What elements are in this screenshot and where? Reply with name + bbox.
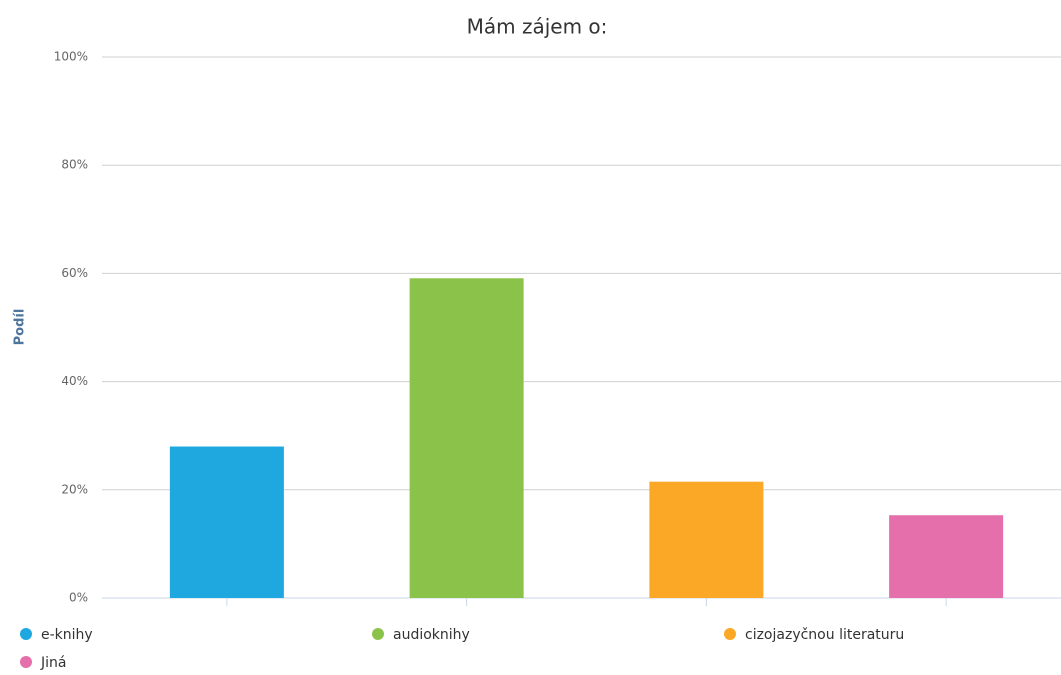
- y-tick-label: 40%: [61, 374, 88, 388]
- legend-label: Jiná: [40, 655, 66, 671]
- y-tick-label: 60%: [61, 266, 88, 280]
- legend-label: audioknihy: [393, 627, 470, 643]
- legend-marker: [20, 628, 32, 640]
- legend-label: cizojazyčnou literaturu: [745, 627, 904, 643]
- chart-title: Mám zájem o:: [467, 15, 608, 39]
- bar: [169, 446, 284, 598]
- y-tick-label: 100%: [54, 50, 88, 64]
- legend-marker: [372, 628, 384, 640]
- bar: [649, 481, 764, 598]
- legend-marker: [724, 628, 736, 640]
- legend-label: e-knihy: [41, 627, 93, 643]
- bar: [409, 278, 524, 598]
- bar: [889, 515, 1004, 598]
- y-axis-title: Podíl: [13, 309, 28, 346]
- y-tick-label: 20%: [61, 482, 88, 496]
- y-tick-label: 80%: [61, 158, 88, 172]
- y-tick-label: 0%: [69, 591, 88, 605]
- legend-marker: [20, 656, 32, 668]
